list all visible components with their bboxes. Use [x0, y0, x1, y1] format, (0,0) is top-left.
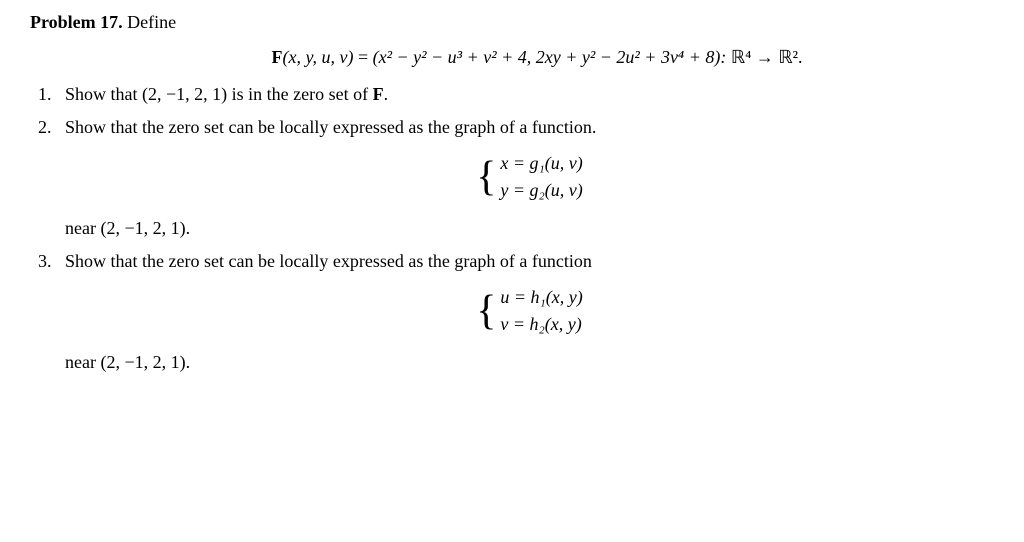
brace-line-2: v = h₂(x, y) — [500, 311, 581, 338]
item-number: 2. — [38, 117, 52, 138]
function-F: F — [271, 47, 282, 67]
define-word: Define — [127, 12, 176, 32]
problem-list: 1. Show that (2, −1, 2, 1) is in the zer… — [30, 84, 994, 373]
left-brace-icon: { — [476, 290, 496, 332]
list-item: 2. Show that the zero set can be locally… — [30, 117, 994, 239]
function-domain: ℝ⁴ → ℝ². — [731, 47, 803, 67]
item-number: 3. — [38, 251, 52, 272]
item-number: 1. — [38, 84, 52, 105]
brace-line-2: y = g₂(u, v) — [500, 177, 582, 204]
brace-equation: { x = g₁(u, v) y = g₂(u, v) — [65, 150, 994, 204]
function-rhs: (x² − y² − u³ + v² + 4, 2xy + y² − 2u² +… — [373, 47, 731, 67]
item-text: Show that the zero set can be locally ex… — [65, 117, 596, 137]
item-text-pre: Show that (2, −1, 2, 1) is in the zero s… — [65, 84, 373, 104]
left-brace-icon: { — [476, 156, 496, 198]
item-text-post: . — [384, 84, 389, 104]
item-text: Show that the zero set can be locally ex… — [65, 251, 592, 271]
equals: = — [353, 47, 372, 67]
list-item: 3. Show that the zero set can be locally… — [30, 251, 994, 373]
problem-label: Problem 17. — [30, 12, 123, 32]
near-line: near (2, −1, 2, 1). — [65, 218, 994, 239]
brace-line-1: x = g₁(u, v) — [500, 150, 582, 177]
bold-F: F — [373, 84, 384, 104]
brace-equation: { u = h₁(x, y) v = h₂(x, y) — [65, 284, 994, 338]
list-item: 1. Show that (2, −1, 2, 1) is in the zer… — [30, 84, 994, 105]
near-line: near (2, −1, 2, 1). — [65, 352, 994, 373]
function-args: (x, y, u, v) — [282, 47, 353, 67]
problem-header: Problem 17. Define — [30, 12, 994, 33]
brace-line-1: u = h₁(x, y) — [500, 284, 582, 311]
main-equation: F(x, y, u, v) = (x² − y² − u³ + v² + 4, … — [80, 47, 994, 68]
